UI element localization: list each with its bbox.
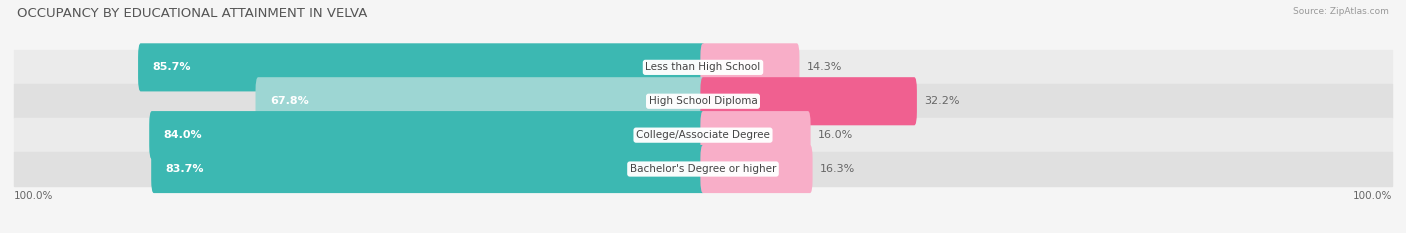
Text: 32.2%: 32.2% (924, 96, 960, 106)
FancyBboxPatch shape (700, 43, 800, 91)
Text: 100.0%: 100.0% (14, 191, 53, 201)
FancyBboxPatch shape (700, 77, 917, 125)
FancyBboxPatch shape (138, 43, 706, 91)
Text: Less than High School: Less than High School (645, 62, 761, 72)
FancyBboxPatch shape (256, 77, 706, 125)
Text: College/Associate Degree: College/Associate Degree (636, 130, 770, 140)
Text: 16.0%: 16.0% (818, 130, 853, 140)
Text: 85.7%: 85.7% (152, 62, 191, 72)
Text: Bachelor's Degree or higher: Bachelor's Degree or higher (630, 164, 776, 174)
FancyBboxPatch shape (149, 111, 706, 159)
Bar (14, 50, 1392, 84)
FancyBboxPatch shape (152, 145, 706, 193)
Text: Source: ZipAtlas.com: Source: ZipAtlas.com (1294, 7, 1389, 16)
Bar (14, 152, 1392, 186)
Text: 84.0%: 84.0% (163, 130, 202, 140)
Text: 67.8%: 67.8% (270, 96, 309, 106)
Text: 100.0%: 100.0% (1353, 191, 1392, 201)
Bar (14, 84, 1392, 118)
Text: 83.7%: 83.7% (166, 164, 204, 174)
Text: 16.3%: 16.3% (820, 164, 855, 174)
Text: 14.3%: 14.3% (807, 62, 842, 72)
Text: OCCUPANCY BY EDUCATIONAL ATTAINMENT IN VELVA: OCCUPANCY BY EDUCATIONAL ATTAINMENT IN V… (17, 7, 367, 20)
Bar (14, 118, 1392, 152)
FancyBboxPatch shape (700, 145, 813, 193)
Text: High School Diploma: High School Diploma (648, 96, 758, 106)
FancyBboxPatch shape (700, 111, 811, 159)
